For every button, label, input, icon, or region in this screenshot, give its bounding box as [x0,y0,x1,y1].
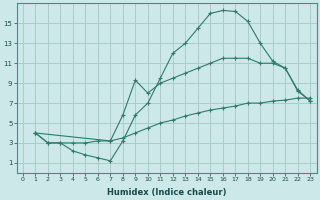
X-axis label: Humidex (Indice chaleur): Humidex (Indice chaleur) [107,188,226,197]
